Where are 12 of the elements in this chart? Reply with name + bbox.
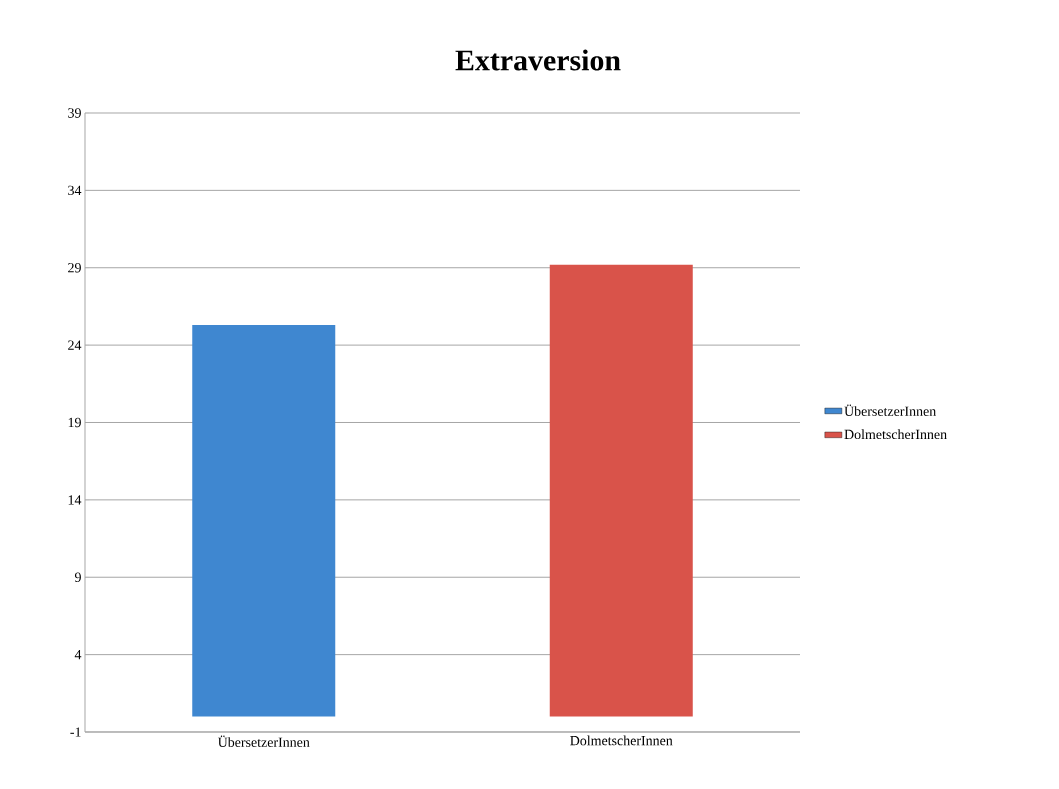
legend-label: ÜbersetzerInnen [844,404,936,416]
y-tick-label: -1 [70,727,81,737]
y-tick-label: 9 [74,572,81,582]
y-tick-label: 19 [68,417,81,428]
y-tick-label: 24 [68,340,82,350]
legend-label: DolmetscherInnen [844,429,947,440]
y-tick-label: 29 [68,263,81,273]
y-tick-label: 34 [68,185,82,196]
chart-title: Extraversion [455,49,621,71]
y-tick-label: 4 [74,650,82,660]
y-tick-label: 14 [68,495,82,505]
y-tick-label: 39 [68,108,81,118]
